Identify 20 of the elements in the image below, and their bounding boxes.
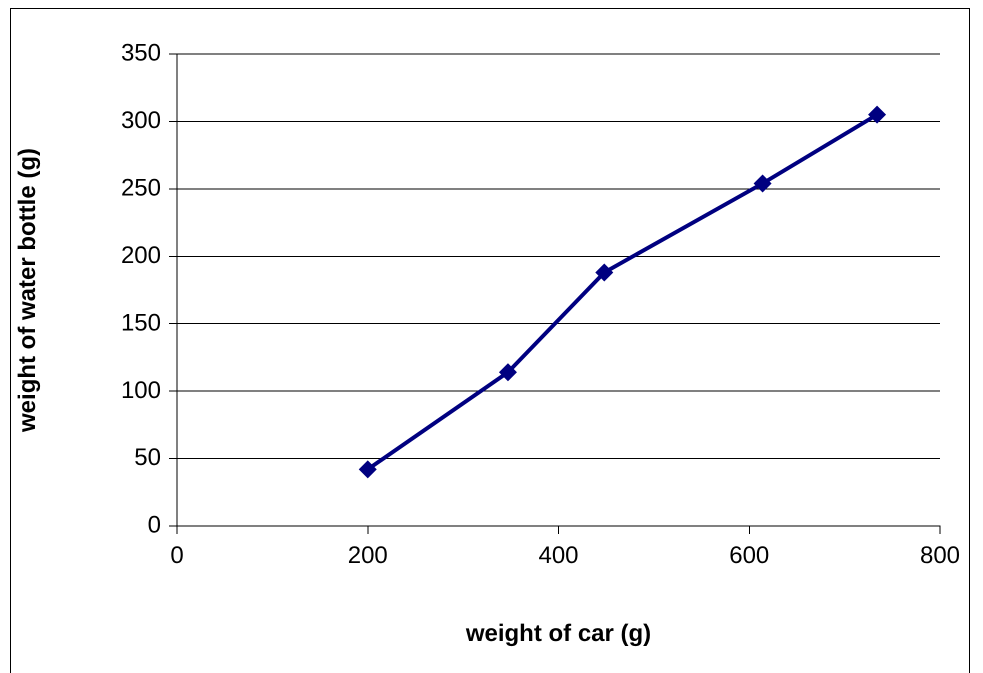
x-axis-title: weight of car (g) [464, 620, 652, 648]
x-tick-label: 800 [920, 542, 960, 570]
y-axis-title: weight of water bottle (g) [14, 148, 42, 433]
point [595, 263, 614, 282]
y-tick-label: 50 [134, 444, 161, 472]
point [498, 363, 517, 382]
point [868, 106, 886, 124]
x-tick-label: 600 [729, 542, 770, 570]
x-tick-label: 200 [348, 542, 388, 570]
x-tick-label: 400 [538, 542, 579, 570]
y-tick-label: 300 [120, 107, 161, 134]
y-tick-label: 250 [120, 174, 161, 202]
y-tick-label: 0 [148, 512, 161, 539]
point [358, 460, 377, 478]
y-tick-label: 150 [120, 309, 161, 336]
point [754, 174, 772, 192]
y-tick-label: 200 [120, 242, 161, 269]
x-tick-label: 0 [170, 542, 184, 570]
y-tick-label: 350 [120, 40, 161, 67]
y-tick-label: 100 [120, 376, 161, 404]
